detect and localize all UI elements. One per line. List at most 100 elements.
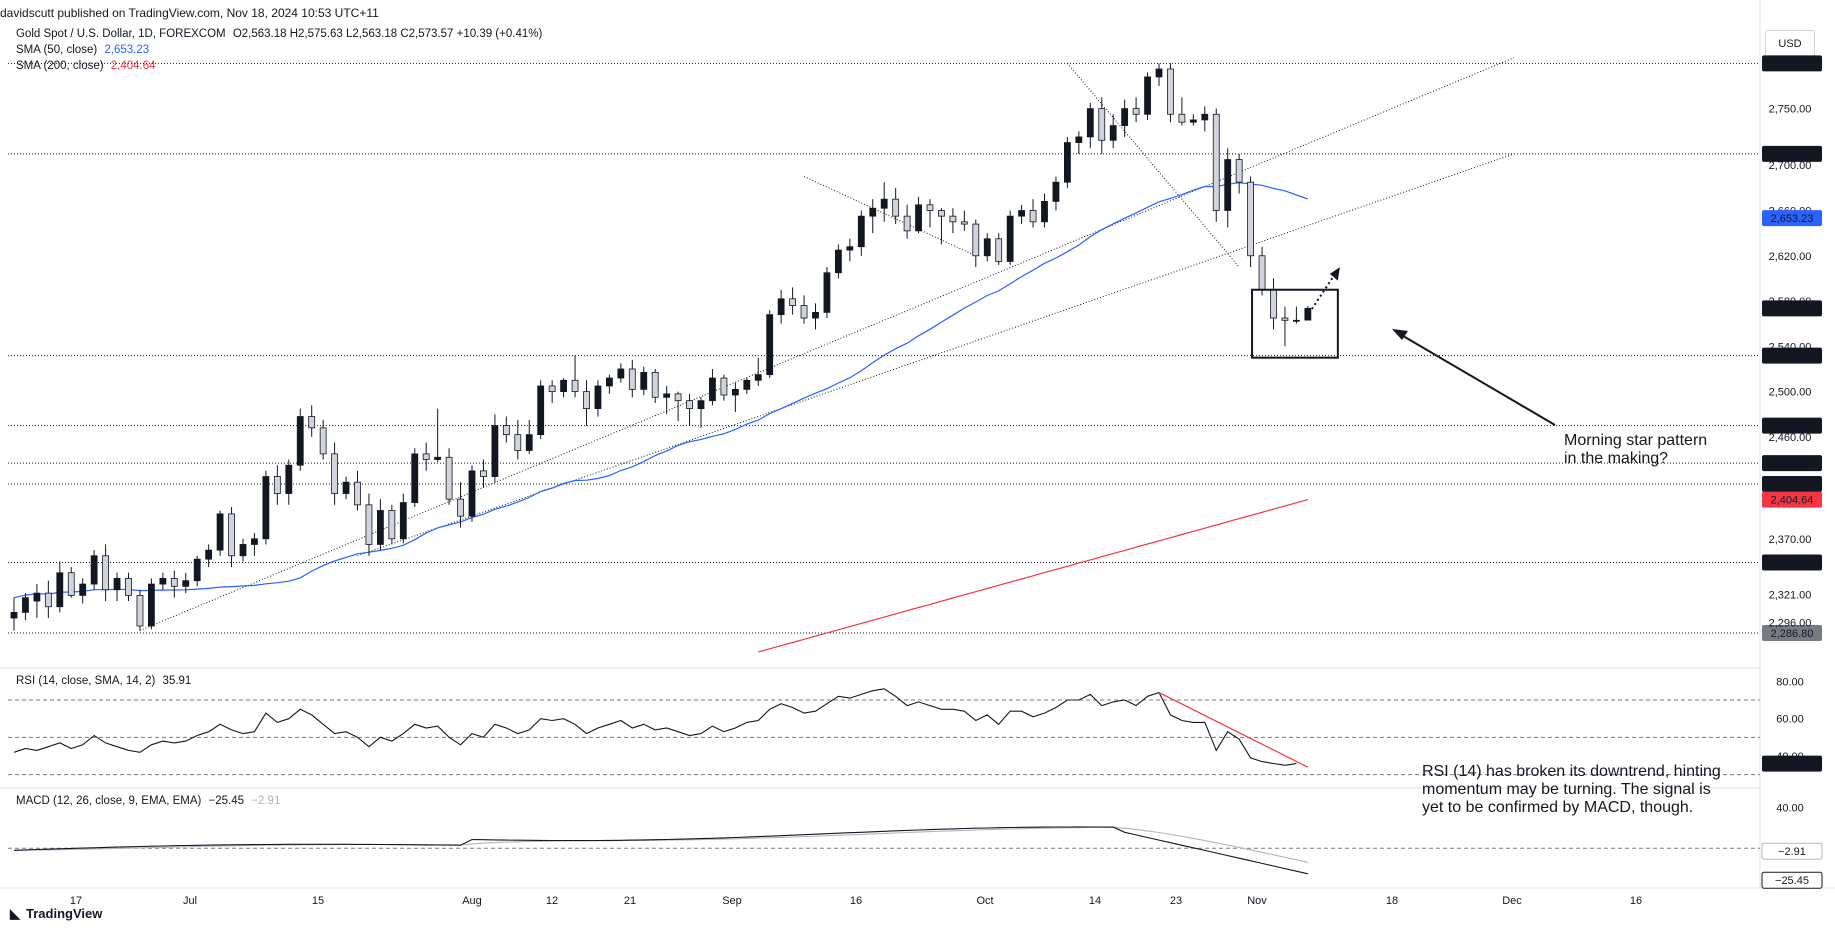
candle-body	[640, 371, 648, 390]
candle-body	[663, 393, 671, 398]
candle-body	[445, 456, 453, 500]
level-label-bg	[1762, 417, 1822, 434]
candle-body	[1224, 159, 1232, 211]
candle-body	[170, 578, 178, 587]
ohlc-values: O2,563.18 H2,575.63 L2,563.18 C2,573.57 …	[232, 28, 543, 40]
candle-body	[1064, 142, 1071, 183]
candle-body	[457, 498, 464, 517]
candle-body	[1247, 181, 1254, 257]
price-tick-label: 2,540.00	[1769, 341, 1812, 353]
candle-body	[216, 513, 224, 551]
level-label: 2,418.40	[1771, 479, 1814, 491]
time-tick-label: 14	[1089, 895, 1101, 907]
candle-body	[720, 377, 728, 396]
candle-body	[628, 368, 636, 390]
morning-star-box	[1251, 288, 1339, 359]
candle-body	[1293, 319, 1300, 322]
candle-body	[102, 555, 109, 591]
candle-body	[67, 572, 75, 596]
candle-body	[835, 249, 842, 274]
uptrend-line-upper	[139, 57, 1515, 631]
rsi-tick-label: 60.00	[1776, 714, 1804, 726]
rsi-line	[13, 688, 1297, 766]
level-label: 2,470.00	[1771, 421, 1814, 433]
candle-body	[1304, 307, 1312, 321]
candle-body	[1121, 108, 1129, 126]
candle-body	[1109, 125, 1117, 141]
candle-body	[56, 572, 64, 608]
candle-body	[709, 377, 716, 402]
candle-body	[1189, 119, 1197, 123]
rsi-last-label: 35.91	[1778, 759, 1806, 771]
candle-body	[1281, 317, 1289, 321]
level-label-bg	[1762, 55, 1822, 72]
candle-body	[79, 583, 87, 596]
price-tick-label: 2,500.00	[1769, 387, 1812, 399]
time-tick-label: 16	[850, 895, 862, 907]
time-tick-label: 16	[1630, 895, 1642, 907]
candle-body	[1155, 68, 1163, 78]
macd-last-label: −25.45	[1775, 875, 1809, 887]
candle-body	[1167, 68, 1174, 115]
time-tick-label: 23	[1170, 895, 1182, 907]
candle-body	[743, 379, 751, 390]
candle-body	[239, 544, 247, 557]
annotations	[1251, 267, 1556, 426]
tradingview-logo[interactable]: ◣ TradingView	[10, 906, 102, 922]
candle-body	[1258, 255, 1266, 291]
candle-body	[525, 434, 533, 451]
candle-body	[182, 580, 190, 587]
candle-body	[846, 246, 854, 251]
candle-body	[880, 198, 888, 209]
candle-body	[1098, 108, 1106, 141]
price-tick-label: 2,370.00	[1769, 534, 1812, 546]
candle-body	[136, 594, 144, 627]
downtrend-line-top	[1067, 62, 1240, 268]
candle-body	[1041, 201, 1048, 223]
time-tick-label: Oct	[976, 895, 993, 907]
candle-body	[1132, 108, 1140, 115]
candle-body	[342, 481, 350, 494]
candle-body	[949, 215, 957, 223]
candle-body	[1212, 113, 1220, 211]
candle-body	[766, 314, 774, 376]
macd-legend: MACD (12, 26, close, 9, EMA, EMA) −25.45…	[16, 795, 280, 807]
sma50-label-bg	[1762, 210, 1822, 227]
candle-body	[651, 371, 659, 398]
currency-button[interactable]: USD	[1765, 30, 1815, 58]
tradingview-logo-icon: ◣	[10, 906, 20, 921]
candle-body	[422, 453, 430, 460]
level-label-bg	[1762, 455, 1822, 472]
candle-body	[857, 215, 865, 248]
candle-body	[926, 204, 934, 211]
symbol-title: Gold Spot / U.S. Dollar, 1D, FOREXCOM	[16, 28, 226, 40]
price-tick-label: 2,321.00	[1769, 589, 1812, 601]
level-label-bg	[1762, 624, 1822, 641]
candle-body	[1235, 159, 1243, 183]
gridlines	[0, 0, 1835, 889]
candle-body	[938, 210, 945, 217]
sma200-label: SMA (200, close)	[16, 60, 104, 72]
signal-last-bg	[1761, 842, 1823, 860]
candle-body	[777, 298, 785, 316]
rsi-last-bg	[1762, 755, 1822, 772]
moving-averages	[13, 182, 1309, 653]
level-label: 2,531.81	[1771, 351, 1814, 363]
candle-body	[44, 592, 52, 608]
candle-body	[273, 476, 281, 494]
level-label: 2,286.80	[1771, 628, 1814, 640]
time-tick-label: 12	[546, 895, 558, 907]
brand-name: TradingView	[26, 906, 103, 921]
candle-body	[686, 400, 693, 410]
candle-body	[125, 578, 132, 596]
candle-body	[411, 453, 419, 503]
candle-body	[560, 379, 567, 393]
rsi-downtrend-line	[1158, 691, 1309, 768]
candle-body	[147, 583, 155, 627]
time-axis: 17 Jul 15 Aug 12 21 Sep 16 Oct 14 23 Nov 18 Dec 16	[70, 895, 1642, 907]
candle-body	[399, 502, 407, 540]
time-tick-label: Dec	[1502, 895, 1522, 907]
last-price-bg	[1762, 300, 1822, 317]
candle-body	[468, 470, 476, 517]
